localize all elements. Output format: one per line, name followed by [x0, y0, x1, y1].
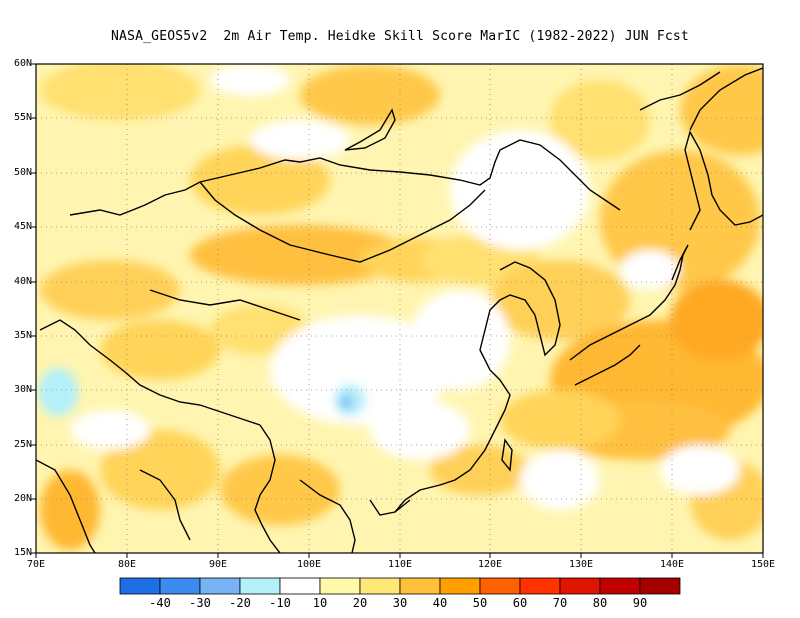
- lat-label: 50N: [13, 167, 32, 178]
- lon-label: 130E: [568, 559, 594, 570]
- lat-label: 40N: [13, 276, 32, 287]
- lon-label: 100E: [296, 559, 322, 570]
- lat-label: 45N: [13, 221, 32, 232]
- colorbar-swatch: [399, 577, 441, 595]
- colorbar-label: 70: [552, 596, 568, 610]
- lat-label: 60N: [13, 58, 32, 69]
- lat-label: 25N: [13, 439, 32, 450]
- lon-label: 90E: [208, 559, 228, 570]
- colorbar-swatch: [359, 577, 401, 595]
- colorbar-swatch: [599, 577, 641, 595]
- lon-label: 140E: [659, 559, 685, 570]
- colorbar: [119, 577, 681, 595]
- colorbar-label: 50: [472, 596, 488, 610]
- lon-label: 70E: [26, 559, 46, 570]
- colorbar-swatch: [439, 577, 481, 595]
- lat-label: 30N: [13, 384, 32, 395]
- colorbar-swatch: [199, 577, 241, 595]
- lon-label: 110E: [387, 559, 413, 570]
- colorbar-label: -10: [269, 596, 291, 610]
- colorbar-swatch: [239, 577, 281, 595]
- colorbar-label: 60: [512, 596, 528, 610]
- colorbar-swatch: [559, 577, 601, 595]
- lon-label: 120E: [477, 559, 503, 570]
- colorbar-label: 90: [632, 596, 648, 610]
- skill-field: [36, 64, 763, 553]
- map-title: NASA_GEOS5v2 2m Air Temp. Heidke Skill S…: [111, 29, 689, 44]
- lat-label: 20N: [13, 493, 32, 504]
- colorbar-swatch: [279, 577, 321, 595]
- colorbar-label: 80: [592, 596, 608, 610]
- colorbar-swatch: [319, 577, 361, 595]
- colorbar-swatch: [159, 577, 201, 595]
- lat-label: 55N: [13, 112, 32, 123]
- colorbar-label: 20: [352, 596, 368, 610]
- colorbar-label: 30: [392, 596, 408, 610]
- colorbar-label: -30: [189, 596, 211, 610]
- lat-label: 35N: [13, 330, 32, 341]
- lon-label: 80E: [117, 559, 137, 570]
- gridlines: [36, 64, 763, 553]
- axis-ticks: [31, 63, 764, 558]
- colorbar-swatch: [639, 577, 681, 595]
- colorbar-label: 10: [312, 596, 328, 610]
- colorbar-label: 40: [432, 596, 448, 610]
- coastlines: [36, 67, 763, 553]
- colorbar-label: -40: [149, 596, 171, 610]
- lat-label: 15N: [13, 547, 32, 558]
- lon-label: 150E: [750, 559, 776, 570]
- colorbar-swatch: [479, 577, 521, 595]
- colorbar-swatch: [519, 577, 561, 595]
- colorbar-swatch: [119, 577, 161, 595]
- colorbar-label: -20: [229, 596, 251, 610]
